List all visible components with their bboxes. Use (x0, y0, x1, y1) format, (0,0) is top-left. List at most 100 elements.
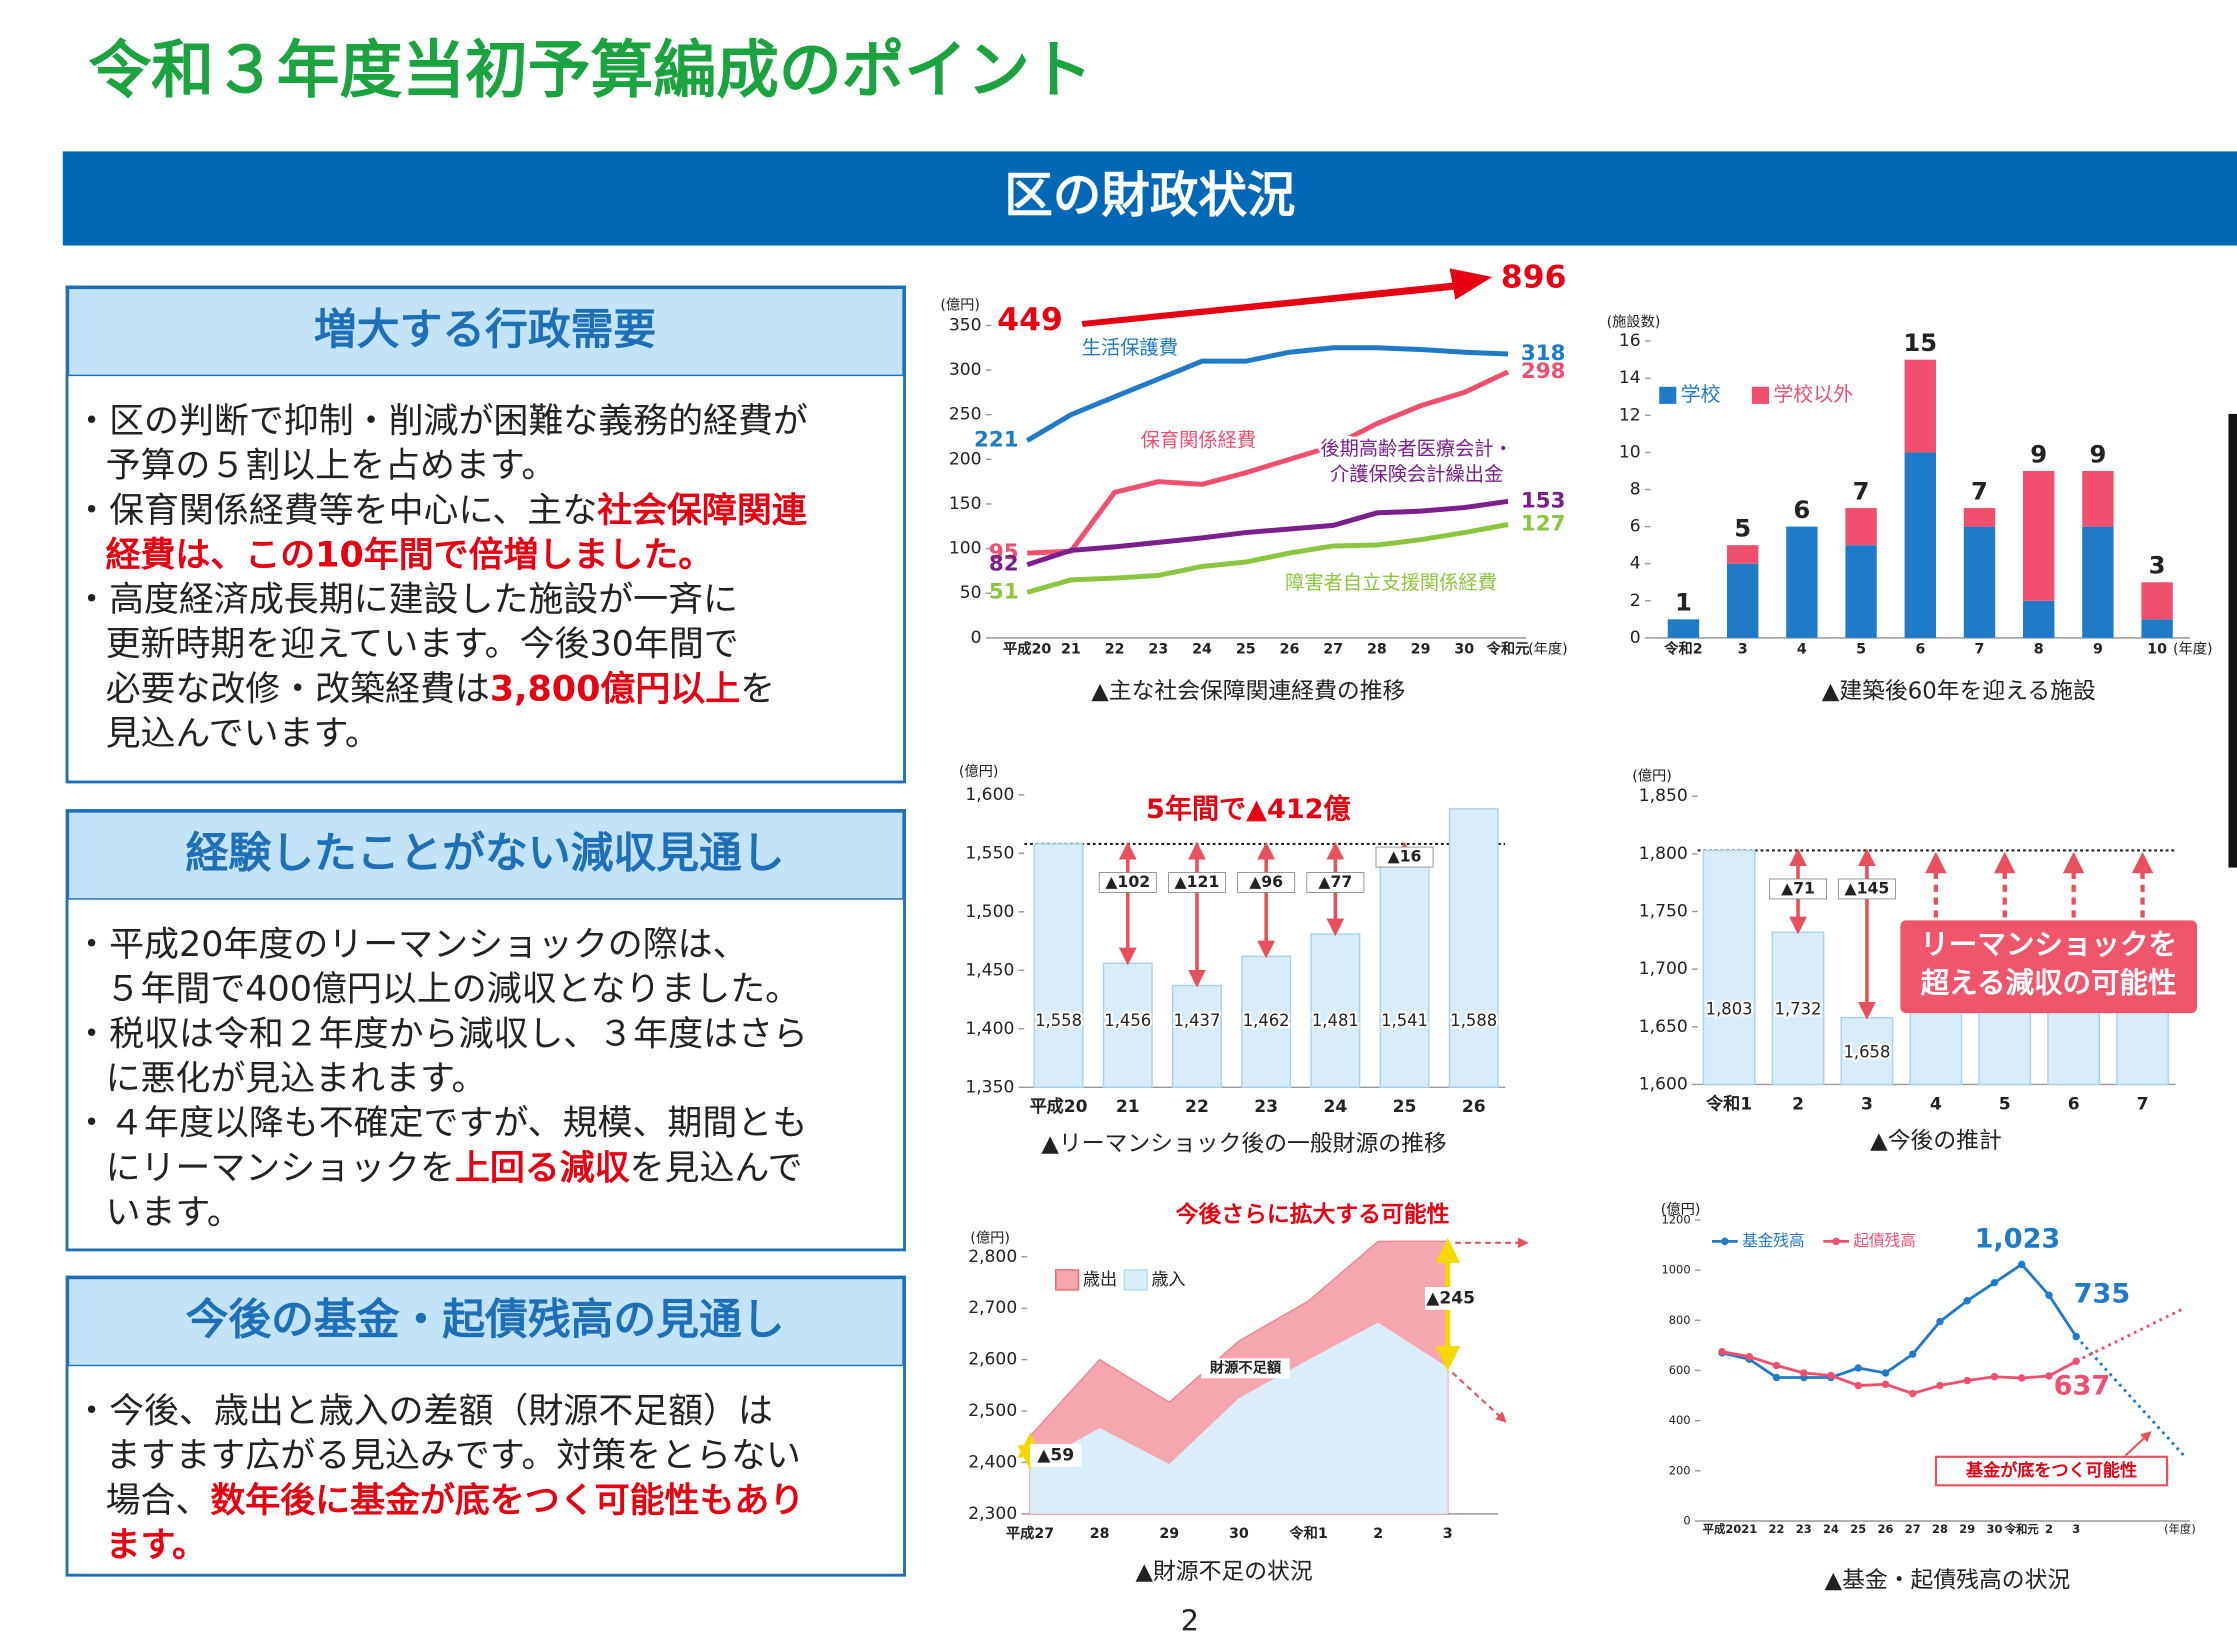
x-tick-label: 30 (1229, 1526, 1249, 1542)
point (1800, 1369, 1808, 1377)
y-tick-label: 1,450 (965, 960, 1014, 980)
text-run: を見込んで (630, 1148, 803, 1188)
total-label: 3 (2149, 551, 2166, 580)
x-tick-label: 27 (1323, 641, 1343, 657)
point (2045, 1372, 2053, 1380)
x-tick-label: 26 (1462, 1097, 1486, 1117)
x-tick-label: 30 (1987, 1522, 2003, 1536)
axis-unit: (億円) (970, 1230, 1010, 1247)
point (1881, 1369, 1890, 1377)
data-label: 637 (2054, 1370, 2111, 1401)
y-tick-label: 10 (1619, 442, 1641, 462)
section-title: 区の財政状況 (1004, 167, 1295, 223)
line (1721, 1262, 2078, 1379)
x-tick-label: 2 (1373, 1526, 1383, 1542)
body-line: ・平成20年度のリーマンショックの際は、 (74, 925, 747, 965)
y-tick-label: 300 (949, 360, 982, 380)
point (2072, 1357, 2080, 1365)
series-label: 生活保護費 (1082, 336, 1178, 359)
point (1909, 1389, 1917, 1398)
point (2018, 1260, 2026, 1269)
text-run: 必要な改修・改築経費は (106, 669, 490, 709)
text-run: を (740, 669, 775, 709)
y-tick-label: 2,400 (968, 1452, 1017, 1472)
point (1772, 1373, 1781, 1382)
legend-label: 起債残高 (1853, 1231, 1916, 1250)
x-tick-label: 5 (1856, 641, 1866, 657)
data-label: 1,437 (1173, 1011, 1220, 1030)
bar (2116, 1003, 2169, 1086)
gap-label-box (1030, 1443, 1082, 1467)
annotation: 基金が底をつく可能性 (1966, 1460, 2137, 1481)
y-tick-label: 1,600 (965, 785, 1014, 805)
x-axis-label: (年度) (2173, 640, 2213, 657)
body-line: ・４年度以降も不確定ですが、規模、期間とも (74, 1104, 807, 1144)
text-run: ますます広がる見込みです。対策をとらない (106, 1436, 801, 1476)
bar-segment (2082, 470, 2114, 527)
y-tick-label: 200 (949, 449, 982, 469)
data-label: 153 (1521, 488, 1566, 513)
body-line: に悪化が見込まれます。 (106, 1059, 487, 1099)
x-tick-label: 令和1 (1706, 1093, 1752, 1114)
body-line: います。 (106, 1193, 242, 1233)
x-tick-label: 9 (2093, 641, 2103, 657)
projection-line (2075, 1306, 2186, 1363)
data-label: 51 (989, 579, 1019, 604)
body-line: 経費は、この10年間で倍増しました。 (106, 535, 714, 575)
bar-segment (1726, 563, 1759, 638)
x-tick-label: 22 (1769, 1522, 1785, 1536)
edge-bar (2228, 413, 2237, 868)
x-tick-label: 23 (1148, 641, 1168, 657)
panel-heading: 経験したことがない減収見通し (186, 829, 785, 879)
y-tick-label: 1,850 (1639, 786, 1688, 806)
y-tick-label: 200 (1669, 1463, 1691, 1477)
y-tick-label: 250 (949, 405, 982, 425)
x-tick-label: 21 (1116, 1097, 1140, 1117)
data-label: 1,541 (1381, 1011, 1428, 1030)
growth-to: 896 (1501, 259, 1567, 295)
gap-label: ▲59 (1037, 1445, 1074, 1465)
chart-caption: ▲基金・起債残高の状況 (1825, 1567, 2071, 1593)
text-run: にリーマンショックを (106, 1148, 455, 1188)
y-tick-label: 1,400 (965, 1019, 1014, 1039)
chart-caption: ▲リーマンショック後の一般財源の推移 (1041, 1131, 1446, 1157)
drop-label-box (1306, 872, 1365, 893)
body-line: ・税収は令和２年度から減収し、３年度はさら (74, 1014, 808, 1054)
x-tick-label: 平成20 (1030, 1096, 1088, 1117)
point (1990, 1278, 1999, 1287)
y-tick-label: 12 (1619, 405, 1641, 425)
data-label: 735 (2074, 1279, 2131, 1310)
bar-segment (2023, 600, 2055, 638)
trend-arrow (1451, 1371, 1507, 1423)
x-tick-label: 27 (1905, 1522, 1921, 1536)
text-run: ・保育関係経費等を中心に、主な (74, 491, 597, 531)
bar-segment (2141, 582, 2173, 620)
panel-heading: 増大する行政需要 (314, 305, 656, 355)
x-tick-label: 23 (1796, 1522, 1812, 1536)
x-tick-label: 28 (1367, 641, 1387, 657)
data-label: 221 (974, 428, 1019, 453)
y-tick-label: 600 (1669, 1363, 1691, 1377)
body-line: ・高度経済成長期に建設した施設が一斉に (74, 580, 738, 620)
x-axis-label: (年度) (2164, 1522, 2196, 1536)
point (1936, 1381, 1944, 1390)
point (1990, 1373, 1999, 1381)
legend-label: 歳入 (1151, 1270, 1185, 1290)
point (1745, 1352, 1753, 1361)
line (1026, 522, 1509, 595)
data-label: 1,481 (1312, 1011, 1359, 1030)
drop-label: ▲102 (1105, 872, 1150, 891)
x-tick-label: 3 (2072, 1522, 2080, 1536)
chart-caption: ▲今後の推計 (1870, 1128, 2002, 1154)
y-tick-label: 150 (949, 494, 982, 514)
bar-segment (2023, 470, 2055, 601)
section-band (62, 151, 2237, 246)
point (1963, 1297, 1971, 1305)
line (1026, 498, 1509, 568)
line (1025, 345, 1509, 443)
bar (1379, 863, 1430, 1088)
data-label: 82 (989, 552, 1019, 577)
bar (1171, 984, 1222, 1088)
